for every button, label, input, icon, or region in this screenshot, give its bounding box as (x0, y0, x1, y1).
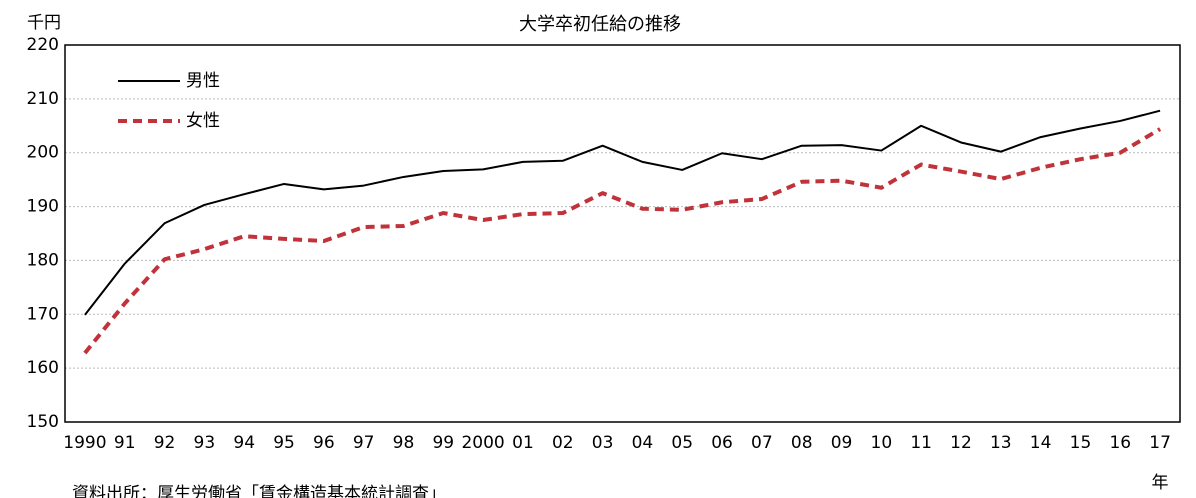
series-line (84, 109, 1161, 316)
x-tick-label: 14 (1030, 433, 1052, 453)
x-tick-label: 04 (632, 433, 654, 453)
x-tick-label: 16 (1109, 433, 1131, 453)
x-tick-label: 17 (1149, 433, 1171, 453)
x-tick-label: 97 (353, 433, 375, 453)
x-tick-label: 93 (194, 433, 216, 453)
x-tick-label: 94 (233, 433, 255, 453)
y-tick-label: 220 (27, 35, 59, 55)
x-tick-label: 13 (990, 433, 1012, 453)
x-tick-label: 98 (393, 433, 415, 453)
x-tick-label: 02 (552, 433, 574, 453)
x-tick-label: 12 (950, 433, 972, 453)
x-tick-label: 96 (313, 433, 335, 453)
source-note: 資料出所：厚生労働省「賃金構造基本統計調査」 (72, 484, 446, 498)
legend-label: 男性 (186, 71, 220, 91)
x-tick-label: 95 (273, 433, 295, 453)
y-tick-label: 180 (27, 250, 59, 270)
x-tick-label: 10 (871, 433, 893, 453)
y-tick-label: 190 (27, 197, 59, 217)
x-axis-label: 年 (1152, 473, 1169, 493)
x-tick-label: 03 (592, 433, 614, 453)
y-tick-label: 160 (27, 358, 59, 378)
y-tick-label: 200 (27, 143, 59, 163)
x-tick-label: 91 (114, 433, 136, 453)
plot-frame (64, 44, 1181, 423)
x-tick-label: 1990 (63, 433, 106, 453)
y-axis-label: 千円 (27, 13, 61, 33)
x-tick-label: 08 (791, 433, 813, 453)
y-tick-label: 210 (27, 89, 59, 109)
x-tick-label: 06 (711, 433, 733, 453)
series-line (83, 127, 1162, 355)
x-tick-label: 15 (1070, 433, 1092, 453)
x-tick-label: 09 (831, 433, 853, 453)
x-tick-label: 92 (154, 433, 176, 453)
x-tick-label: 99 (432, 433, 454, 453)
legend-label: 女性 (186, 111, 220, 131)
x-tick-label: 05 (671, 433, 693, 453)
x-tick-label: 01 (512, 433, 534, 453)
y-tick-label: 170 (27, 304, 59, 324)
y-tick-label: 150 (27, 412, 59, 432)
x-tick-label: 11 (910, 433, 932, 453)
x-tick-label: 2000 (461, 433, 504, 453)
chart-title: 大学卒初任給の推移 (519, 14, 681, 35)
x-tick-label: 07 (751, 433, 773, 453)
